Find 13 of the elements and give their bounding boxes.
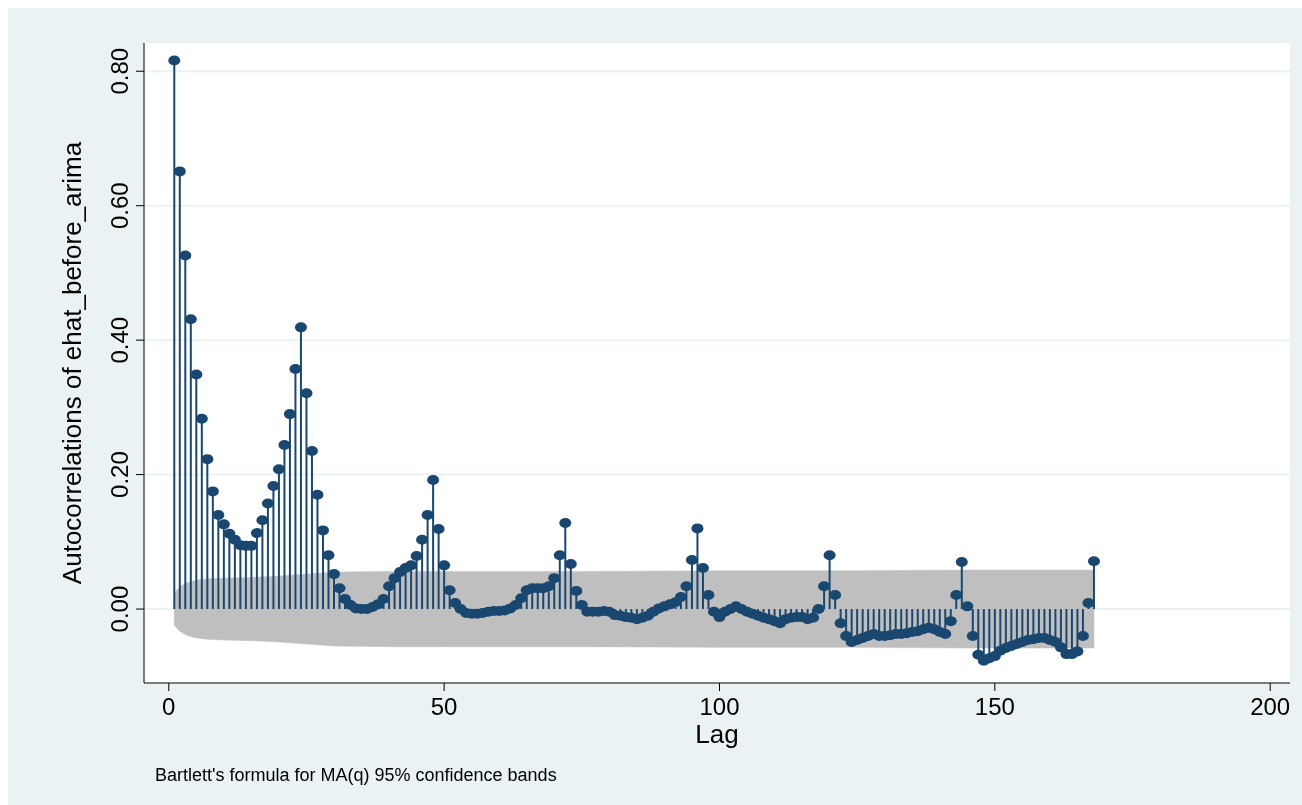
y-tick-label: 0.80	[106, 47, 133, 95]
y-tick-label: 0.60	[106, 182, 133, 230]
x-tick-label: 200	[1250, 693, 1291, 720]
x-tick-label: 150	[974, 693, 1015, 720]
x-tick-label: 50	[430, 693, 458, 720]
x-axis-title: Lag	[695, 719, 739, 749]
y-tick-label: 0.00	[106, 585, 133, 633]
text: Bartlett's formula for MA(q) 95% confidence bands	[155, 765, 557, 785]
x-tick-label: 100	[699, 693, 740, 720]
x-tick-label: 0	[162, 693, 176, 720]
y-axis-title: Autocorrelations of ehat_before_arima	[57, 141, 87, 585]
y-tick-label: 0.40	[106, 316, 133, 364]
y-tick-label: 0.20	[106, 451, 133, 498]
